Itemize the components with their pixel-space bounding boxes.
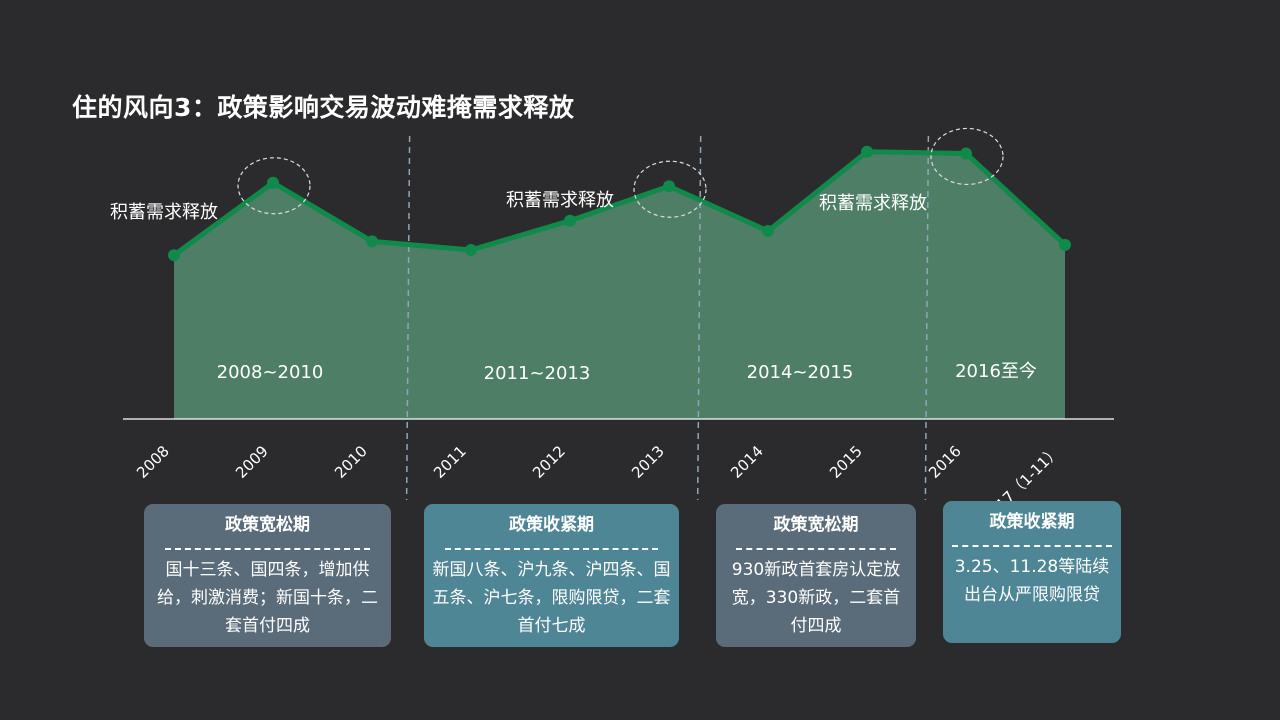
card-title: 政策收紧期 bbox=[989, 512, 1075, 532]
area-fill bbox=[174, 151, 1065, 419]
card-title: 政策宽松期 bbox=[225, 515, 310, 535]
x-tick-label: 2010 bbox=[331, 442, 371, 482]
data-point bbox=[366, 235, 378, 248]
annotation-label: 积蓄需求释放 bbox=[110, 202, 218, 223]
period-divider bbox=[405, 135, 411, 501]
x-tick-label: 2014 bbox=[727, 442, 767, 482]
annotation-label: 积蓄需求释放 bbox=[506, 190, 614, 211]
annotation-label: 积蓄需求释放 bbox=[819, 193, 927, 214]
data-point bbox=[465, 244, 477, 257]
policy-card-3: 政策宽松期 930新政首套房认定放宽，330新政，二套首付四成 bbox=[716, 504, 916, 647]
data-point bbox=[564, 214, 576, 227]
card-divider bbox=[445, 548, 658, 550]
policy-card-1: 政策宽松期 国十三条、国四条，增加供给，刺激消费；新国十条，二套首付四成 bbox=[144, 504, 391, 647]
x-tick-label: 2016 bbox=[925, 442, 965, 482]
series-line bbox=[172, 149, 1067, 258]
policy-card-4: 政策收紧期 3.25、11.28等陆续出台从严限购限贷 bbox=[943, 501, 1121, 643]
card-divider bbox=[736, 548, 896, 550]
period-divider bbox=[924, 135, 930, 501]
period-divider bbox=[696, 135, 702, 501]
period-label: 2016至今 bbox=[955, 361, 1037, 382]
card-body: 新国八条、沪九条、沪四条、国五条、沪七条，限购限贷，二套首付七成 bbox=[432, 560, 671, 636]
card-title: 政策宽松期 bbox=[773, 515, 859, 535]
period-label: 2008~2010 bbox=[217, 362, 324, 383]
peak-highlight-circle bbox=[930, 127, 1004, 186]
data-point bbox=[168, 249, 180, 262]
card-title: 政策收紧期 bbox=[509, 515, 594, 535]
x-tick-label: 2015 bbox=[826, 442, 866, 482]
data-point bbox=[663, 180, 675, 193]
page-title: 住的风向3：政策影响交易波动难掩需求释放 bbox=[72, 93, 575, 122]
card-body: 3.25、11.28等陆续出台从严限购限贷 bbox=[954, 557, 1110, 605]
card-body: 国十三条、国四条，增加供给，刺激消费；新国十条，二套首付四成 bbox=[157, 560, 378, 636]
peak-highlight-circle bbox=[237, 157, 311, 215]
x-tick-label: 2012 bbox=[529, 442, 569, 482]
period-label: 2011~2013 bbox=[484, 363, 591, 384]
period-label: 2014~2015 bbox=[747, 362, 854, 383]
card-divider bbox=[165, 548, 370, 550]
x-tick-label: 2009 bbox=[232, 442, 272, 482]
data-point bbox=[861, 145, 873, 158]
data-point bbox=[267, 176, 279, 189]
data-point bbox=[960, 147, 972, 160]
card-divider bbox=[952, 545, 1112, 547]
peak-highlight-circle bbox=[633, 160, 707, 218]
x-tick-label: 2008 bbox=[133, 442, 173, 482]
data-point bbox=[762, 225, 774, 238]
data-point bbox=[1059, 238, 1071, 251]
x-tick-label: 2013 bbox=[628, 442, 668, 482]
card-body: 930新政首套房认定放宽，330新政，二套首付四成 bbox=[731, 560, 901, 636]
x-tick-label: 2011 bbox=[430, 442, 470, 482]
policy-card-2: 政策收紧期 新国八条、沪九条、沪四条、国五条、沪七条，限购限贷，二套首付七成 bbox=[424, 504, 679, 647]
